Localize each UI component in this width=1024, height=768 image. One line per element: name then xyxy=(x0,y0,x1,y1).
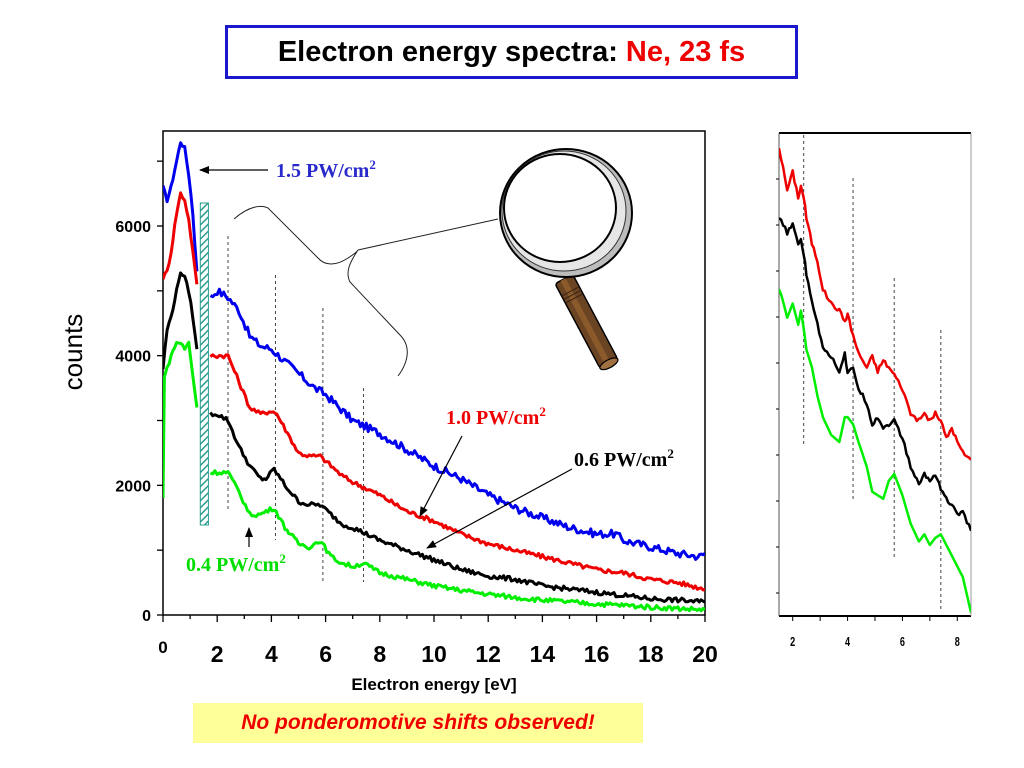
svg-text:1.0 PW/cm2: 1.0 PW/cm2 xyxy=(446,404,546,429)
series-line-15 xyxy=(209,287,705,561)
inset-axes: 2 4 6 8 xyxy=(776,132,972,650)
annotation-0p6: 0.6 PW/cm2 xyxy=(426,446,674,549)
main-marker-lines xyxy=(227,236,365,582)
svg-text:1.5 PW/cm2: 1.5 PW/cm2 xyxy=(276,157,376,182)
x-tick-label: 18 xyxy=(638,641,664,667)
inset-x-tick-label: 2 xyxy=(790,636,795,650)
x-tick-label: 10 xyxy=(421,641,447,667)
x-tick-label: 16 xyxy=(584,641,610,667)
conclusion-note-text: No ponderomotive shifts observed! xyxy=(241,711,595,734)
annotation-0p4: 0.4 PW/cm2 xyxy=(186,527,286,576)
inset-x-tick-label: 4 xyxy=(845,636,851,650)
series-line-06 xyxy=(163,271,199,370)
annotation-1p5-text: 1.5 PW/cm xyxy=(276,160,370,182)
y-tick-label: 6000 xyxy=(115,219,151,236)
main-series xyxy=(163,141,705,613)
inset-x-tick-label: 8 xyxy=(955,636,960,650)
x-tick-label: 14 xyxy=(530,641,556,667)
inset-series xyxy=(779,148,971,613)
x-tick-label: 12 xyxy=(475,641,501,667)
zoom-callout-line xyxy=(357,218,499,251)
inset-series-line xyxy=(779,148,971,461)
main-axes: 0 2 4 6 8 10 12 14 16 18 20 0 2000 4000 6000 xyxy=(115,160,718,667)
inset-series-line xyxy=(779,288,971,613)
x-tick-label: 4 xyxy=(265,641,278,667)
x-tick-label: 0 xyxy=(158,638,167,657)
inset-x-tick-label: 6 xyxy=(900,636,905,650)
y-tick-label: 4000 xyxy=(115,349,151,366)
series-line-06 xyxy=(209,411,705,604)
title-highlight: Ne, 23 fs xyxy=(625,35,746,68)
slide-title: Electron energy spectra: Ne, 23 fs xyxy=(225,25,798,79)
excluded-region-hatch xyxy=(199,202,209,526)
annotation-1p0: 1.0 PW/cm2 xyxy=(419,404,546,517)
y-tick-label: 2000 xyxy=(115,478,151,495)
x-tick-label: 6 xyxy=(319,641,332,667)
title-main: Electron energy spectra: xyxy=(277,35,618,68)
x-tick-label: 8 xyxy=(373,641,386,667)
y-axis-label: counts xyxy=(58,314,88,391)
svg-text:0.6 PW/cm2: 0.6 PW/cm2 xyxy=(574,446,674,471)
x-axis-label: Electron energy [eV] xyxy=(351,675,516,694)
x-tick-label: 2 xyxy=(211,641,224,667)
series-line-15 xyxy=(163,141,199,272)
series-line-10 xyxy=(163,191,199,285)
y-tick-label: 0 xyxy=(142,608,151,625)
series-line-10 xyxy=(209,353,705,592)
magnifying-glass-icon xyxy=(499,148,633,371)
inset-series-line xyxy=(779,217,971,532)
series-line-04 xyxy=(209,469,705,613)
svg-text:0.4 PW/cm2: 0.4 PW/cm2 xyxy=(186,551,286,576)
conclusion-note: No ponderomotive shifts observed! xyxy=(193,703,643,743)
zoom-callout-bracket xyxy=(233,205,408,377)
annotation-1p5: 1.5 PW/cm2 xyxy=(199,157,376,182)
x-tick-label: 20 xyxy=(692,641,718,667)
series-line-04 xyxy=(163,340,199,498)
